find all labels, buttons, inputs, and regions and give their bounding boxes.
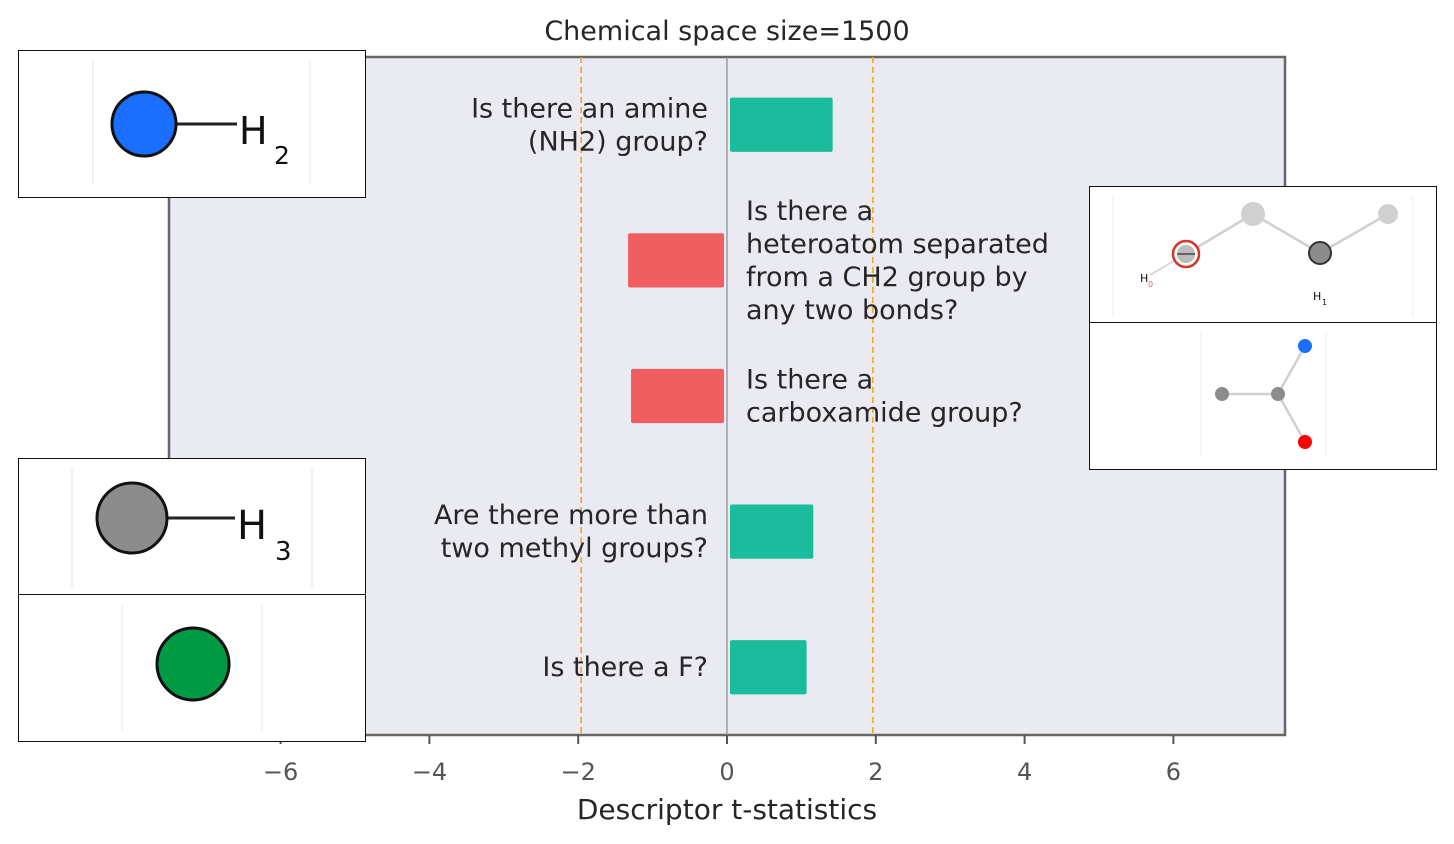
bar: [628, 233, 724, 288]
bar-label: Is there a F?: [542, 652, 708, 683]
x-tick-label: 4: [1017, 758, 1032, 786]
nitrogen-atom: [110, 90, 178, 158]
bar-label-line: two methyl groups?: [441, 533, 708, 564]
bar-label: Is there a heteroatom separated from a CH2…: [746, 196, 1049, 326]
bar: [730, 640, 807, 695]
atom-node: [1378, 204, 1398, 224]
bar-label-line: (NH2) group?: [528, 126, 708, 157]
atom-label-h: H: [1313, 290, 1321, 303]
atom-label-sub: 2: [274, 141, 290, 170]
bar: [730, 97, 833, 152]
reference-lines: [580, 57, 874, 735]
bars: [628, 97, 833, 695]
bar-label: Is there an amine (NH2) group?: [471, 93, 708, 157]
x-tick-label: −2: [561, 758, 596, 786]
atom-label-sub: 0: [1148, 280, 1153, 289]
heteroatom-structure-image: H 0 H 1: [1089, 186, 1437, 324]
bar-label-line: Is there a F?: [542, 652, 708, 683]
atom-label-h: H: [237, 503, 267, 549]
atom-label-sub: 3: [275, 537, 292, 567]
x-tick-label: 6: [1166, 758, 1181, 786]
nitrogen-atom: [1298, 339, 1312, 353]
x-tick-label: −6: [263, 758, 298, 786]
x-tick-label: −4: [412, 758, 447, 786]
bar-label-line: Are there more than: [434, 500, 708, 531]
bar-label-line: from a CH2 group by: [746, 262, 1028, 293]
bar-label-line: Is there a: [746, 365, 873, 396]
carbon-atom: [95, 481, 169, 555]
bar: [631, 368, 724, 424]
x-axis-ticks: −6 −4 −2 0 2 4 6: [263, 735, 1181, 786]
oxygen-atom: [1298, 435, 1312, 449]
bar: [730, 504, 814, 559]
bar-label-line: Is there an amine: [471, 93, 708, 124]
fluorine-atom: [155, 626, 231, 702]
atom-node: [1215, 387, 1229, 401]
atom-node: [1308, 241, 1332, 265]
atom-label-h: H: [1140, 272, 1148, 285]
amine-structure-image: H 2: [18, 50, 366, 198]
bar-label: Is there a carboxamide group?: [746, 365, 1023, 429]
x-tick-label: 2: [868, 758, 883, 786]
bar-label: Are there more than two methyl groups?: [434, 500, 708, 564]
atom-label-sub: 1: [1322, 298, 1327, 307]
bar-label-line: heteroatom separated: [746, 229, 1049, 260]
chart-title: Chemical space size=1500: [544, 16, 909, 47]
bar-label-line: carboxamide group?: [746, 398, 1023, 429]
carboxamide-structure-image: [1089, 322, 1437, 470]
methyl-structure-image: H 3: [18, 458, 366, 596]
bar-label-line: any two bonds?: [746, 295, 958, 326]
x-tick-label: 0: [719, 758, 734, 786]
bar-label-line: Is there a: [746, 196, 873, 227]
fluorine-structure-image: [18, 594, 366, 742]
x-axis-label: Descriptor t-statistics: [577, 793, 877, 826]
atom-node: [1271, 387, 1285, 401]
atom-node: [1241, 202, 1265, 226]
atom-label-h: H: [239, 109, 268, 153]
